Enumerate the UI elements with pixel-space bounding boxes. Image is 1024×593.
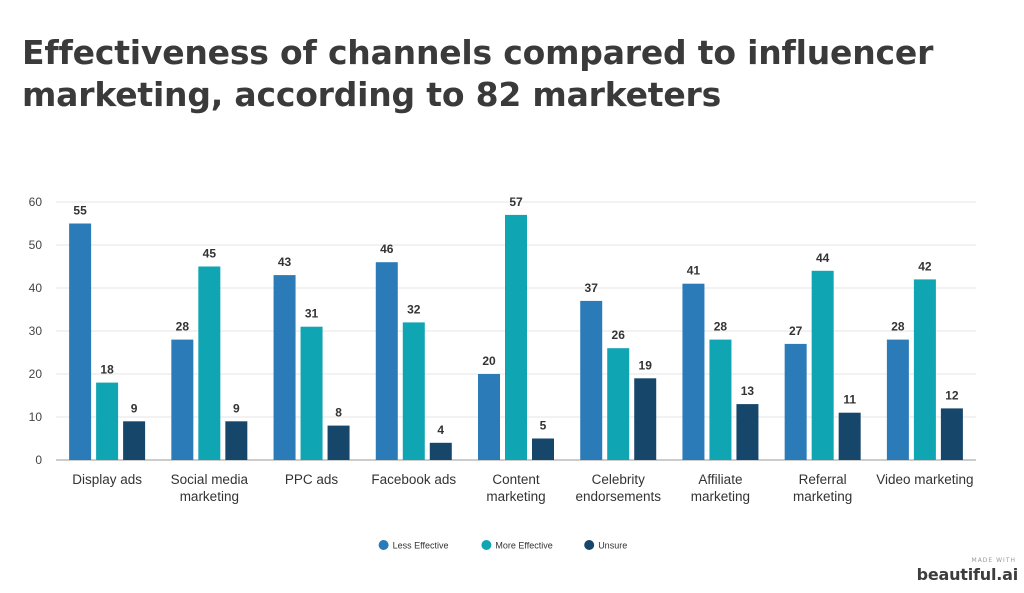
bar-unsure <box>123 421 146 460</box>
bar-less-effective <box>273 275 296 460</box>
bar-value-label: 4 <box>437 423 444 437</box>
bar-value-label: 8 <box>335 406 342 420</box>
y-tick-label: 60 <box>29 195 43 209</box>
bar-value-label: 18 <box>100 363 114 377</box>
bar-more-effective <box>709 339 732 460</box>
x-tick-label: PPC ads <box>285 472 339 487</box>
legend-label: Less Effective <box>393 541 449 551</box>
bar-value-label: 57 <box>509 195 523 209</box>
bar-unsure <box>838 412 861 460</box>
bar-value-label: 9 <box>233 401 240 415</box>
bar-more-effective <box>402 322 425 460</box>
bar-value-label: 31 <box>305 307 319 321</box>
bar-more-effective <box>505 214 527 460</box>
bar-unsure <box>634 378 657 460</box>
y-tick-label: 10 <box>29 410 43 424</box>
legend-swatch <box>584 540 595 550</box>
bar-unsure <box>327 425 350 460</box>
bar-less-effective <box>69 223 92 460</box>
bar-value-label: 13 <box>741 384 755 398</box>
bar-unsure <box>429 442 452 460</box>
bar-value-label: 20 <box>482 354 496 368</box>
bar-value-label: 11 <box>843 393 856 407</box>
bar-value-label: 28 <box>176 320 190 334</box>
beautiful-ai-watermark: MADE WITH beautiful.ai <box>916 557 1019 584</box>
bar-less-effective <box>171 339 194 460</box>
legend-swatch <box>481 540 492 550</box>
bar-value-label: 27 <box>789 324 803 338</box>
bar-value-label: 37 <box>585 281 599 295</box>
bar-more-effective <box>198 266 221 460</box>
bar-less-effective <box>784 343 807 460</box>
y-tick-label: 50 <box>29 238 43 252</box>
bar-more-effective <box>607 348 630 460</box>
x-tick-label: marketing <box>180 489 239 504</box>
bar-less-effective <box>580 300 603 460</box>
chart-title-line-2: marketing, according to 82 marketers <box>22 75 722 114</box>
bar-value-label: 26 <box>612 328 626 342</box>
bar-unsure <box>225 421 248 460</box>
y-tick-label: 20 <box>29 367 43 381</box>
bar-unsure <box>940 408 963 460</box>
bar-more-effective <box>913 279 936 460</box>
bar-value-label: 45 <box>203 247 217 261</box>
x-tick-label: marketing <box>691 489 750 504</box>
x-tick-label: Referral <box>799 472 847 487</box>
bar-value-label: 28 <box>714 320 728 334</box>
bar-value-label: 28 <box>891 320 905 334</box>
bar-value-label: 32 <box>407 302 421 316</box>
chart-title-line-1: Effectiveness of channels compared to in… <box>22 33 934 72</box>
bar-value-label: 46 <box>380 242 394 256</box>
bar-value-label: 5 <box>540 419 547 433</box>
bar-value-label: 55 <box>73 204 87 218</box>
bar-value-label: 43 <box>278 255 292 269</box>
bar-less-effective <box>478 374 500 460</box>
bar-value-label: 9 <box>131 401 138 415</box>
x-tick-label: Display ads <box>72 472 142 487</box>
chart-title: Effectiveness of channels compared to in… <box>22 32 1002 116</box>
bar-more-effective <box>300 326 323 460</box>
x-tick-label: endorsements <box>575 489 661 504</box>
bar-less-effective <box>375 262 398 460</box>
y-tick-label: 30 <box>29 324 43 338</box>
bar-value-label: 12 <box>945 388 959 402</box>
x-tick-label: Celebrity <box>592 472 646 487</box>
bar-value-label: 42 <box>918 259 932 273</box>
y-tick-label: 40 <box>29 281 43 295</box>
bar-value-label: 19 <box>639 358 653 372</box>
x-tick-label: Video marketing <box>876 472 973 487</box>
made-with-label: MADE WITH <box>971 557 1016 564</box>
bar-less-effective <box>682 283 705 460</box>
x-tick-label: Content <box>492 472 540 487</box>
brand-logo: beautiful.ai <box>916 565 1019 584</box>
x-tick-label: marketing <box>486 489 545 504</box>
bar-unsure <box>532 438 554 460</box>
bar-less-effective <box>886 339 909 460</box>
legend-swatch <box>378 540 389 550</box>
x-tick-label: Facebook ads <box>371 472 456 487</box>
bar-more-effective <box>96 382 119 460</box>
y-tick-label: 0 <box>35 453 42 467</box>
bar-unsure <box>736 404 759 460</box>
bar-value-label: 41 <box>687 264 701 278</box>
x-tick-label: Affiliate <box>698 472 742 487</box>
bar-more-effective <box>811 270 834 460</box>
legend-label: Unsure <box>598 541 627 551</box>
bar-value-label: 44 <box>816 251 830 265</box>
legend-label: More Effective <box>495 541 552 551</box>
x-tick-label: marketing <box>793 489 852 504</box>
x-tick-label: Social media <box>171 472 249 487</box>
